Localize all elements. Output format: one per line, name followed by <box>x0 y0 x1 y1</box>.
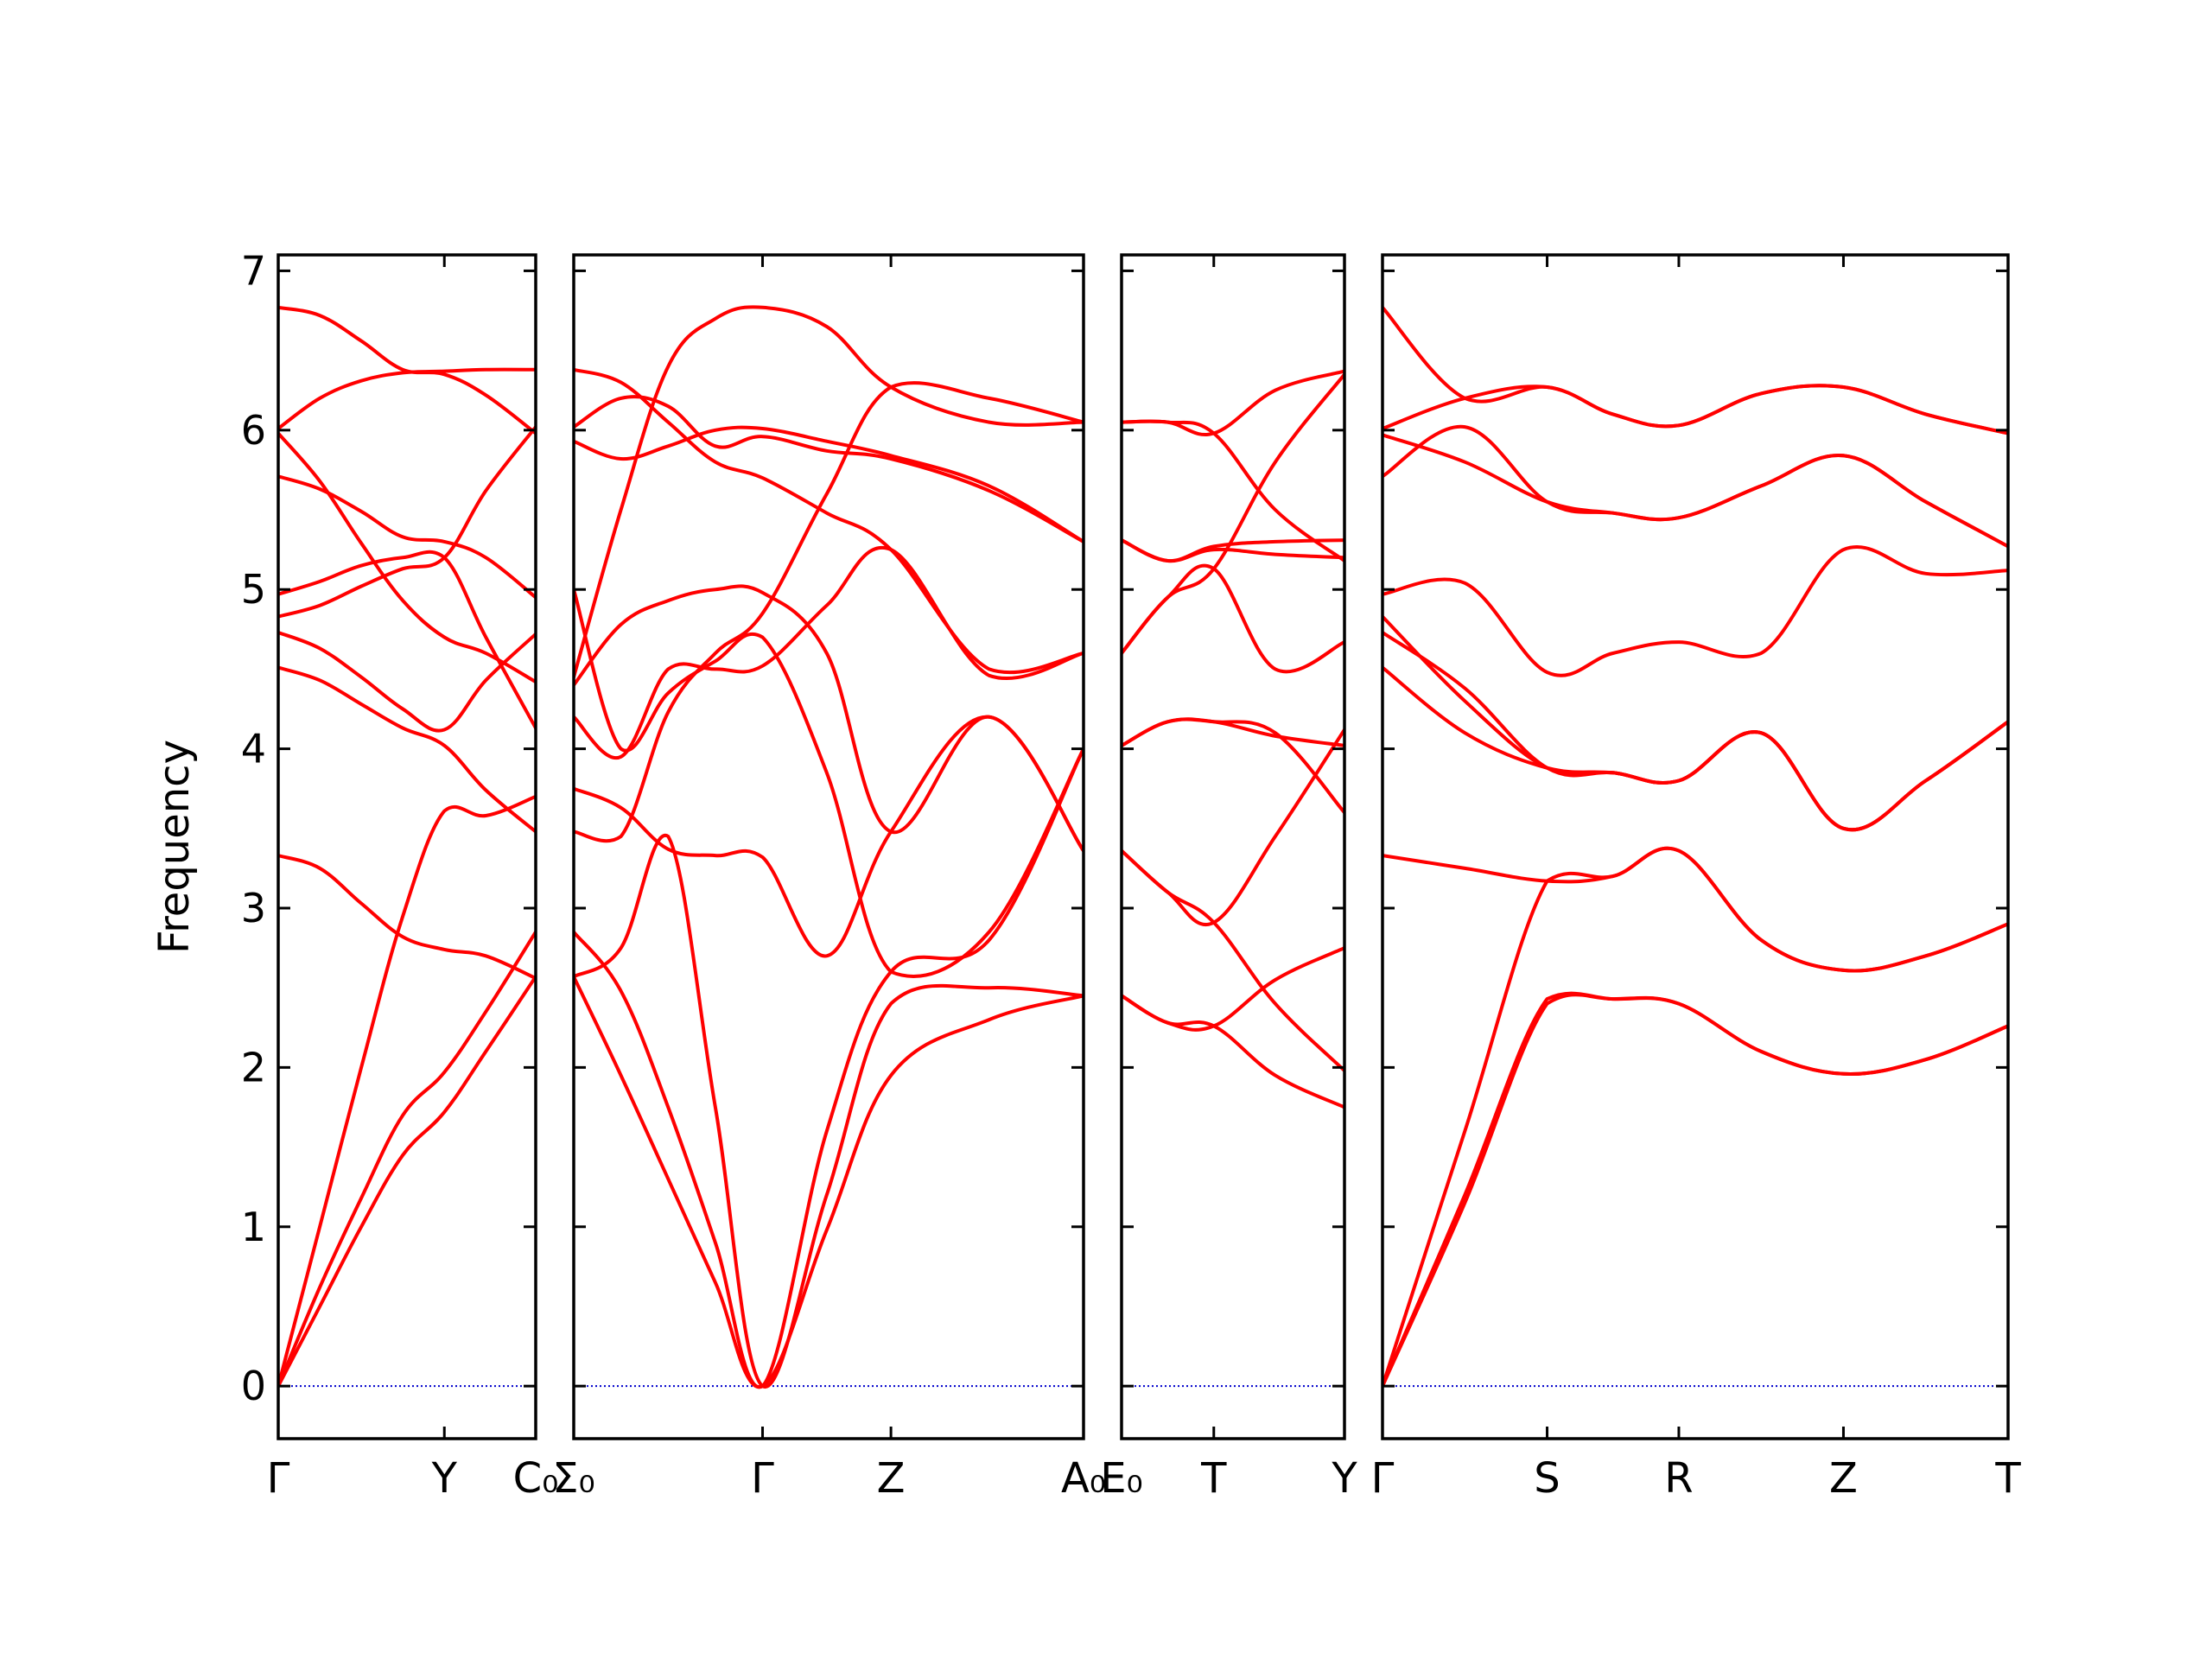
band-line <box>278 930 536 1389</box>
band-panel-3: E₀ T Y <box>1100 253 1357 1503</box>
band-line <box>1382 993 2008 1389</box>
x-tick-label: Γ <box>1371 1454 1395 1503</box>
band-line <box>574 545 1084 760</box>
band-line <box>1382 631 2008 832</box>
panel-frame <box>1381 253 2010 1440</box>
band-line <box>1122 994 1344 1109</box>
band-line <box>1382 305 2008 435</box>
x-tick-label: Γ <box>267 1454 290 1503</box>
band-line <box>278 631 536 733</box>
x-tick-label: Y <box>1331 1454 1357 1503</box>
y-tick-label: 4 <box>241 726 266 772</box>
band-line <box>1382 846 2008 1389</box>
band-line <box>1382 846 2008 973</box>
band-line <box>1122 849 1344 1073</box>
band-line <box>278 794 536 1389</box>
band-line <box>574 715 1084 958</box>
x-tick-label: A₀ <box>1061 1454 1106 1503</box>
band-line <box>574 381 1084 843</box>
bands-group <box>574 305 1084 1389</box>
band-line <box>1382 991 2008 1389</box>
band-line <box>574 747 1084 1389</box>
panel-frame <box>572 253 1085 1440</box>
y-tick-label: 6 <box>241 407 266 454</box>
band-line <box>1122 538 1344 563</box>
band-panel-1: Γ Y C₀ <box>267 253 559 1503</box>
band-line <box>574 425 1084 543</box>
band-line <box>1382 665 2008 832</box>
band-line <box>574 975 1084 1389</box>
y-tick-label: 3 <box>241 885 266 931</box>
y-tick-label: 1 <box>241 1204 266 1250</box>
band-line <box>574 395 1084 543</box>
x-tick-label: T <box>1200 1454 1227 1503</box>
band-line <box>278 550 536 730</box>
band-line <box>278 425 536 619</box>
y-tick-label: 0 <box>241 1363 266 1409</box>
panel-frame <box>1120 253 1346 1440</box>
band-line <box>1122 717 1344 815</box>
band-line <box>278 665 536 834</box>
y-tick-label: 5 <box>241 566 266 613</box>
band-line <box>1122 563 1344 674</box>
y-tick-label: 7 <box>241 247 266 294</box>
x-tick-label: R <box>1664 1454 1693 1503</box>
x-tick-label: T <box>1994 1454 2021 1503</box>
x-tick-label: S <box>1534 1454 1560 1503</box>
band-line <box>1122 369 1344 436</box>
band-line <box>1122 728 1344 926</box>
band-panel-2: Σ₀ Γ Z A₀ <box>552 253 1106 1503</box>
band-line <box>574 588 1084 978</box>
band-line <box>278 975 536 1389</box>
band-line <box>278 431 536 684</box>
x-tick-label: Σ₀ <box>552 1454 595 1503</box>
x-tick-label: Z <box>1829 1454 1858 1503</box>
x-tick-label: Γ <box>751 1454 774 1503</box>
x-tick-label: Y <box>431 1454 458 1503</box>
y-axis-label: Frequency <box>150 740 199 954</box>
band-line <box>574 833 1084 1389</box>
band-line <box>278 474 536 600</box>
x-tick-label: C₀ <box>513 1454 559 1503</box>
band-line <box>1122 419 1344 563</box>
band-line <box>574 305 1084 679</box>
x-tick-label: E₀ <box>1100 1454 1143 1503</box>
band-line <box>1382 433 2008 549</box>
band-line <box>1382 384 2008 435</box>
bands-group <box>278 305 536 1389</box>
band-line <box>1382 614 2008 832</box>
band-line <box>1382 545 2008 677</box>
band-line <box>278 305 536 435</box>
panel-frame <box>276 253 537 1440</box>
band-line <box>278 854 536 981</box>
bands-group <box>1122 369 1344 1109</box>
band-line <box>1382 424 2008 549</box>
x-tick-label: Z <box>877 1454 906 1503</box>
band-line <box>278 367 536 430</box>
y-tick-label: 2 <box>241 1044 266 1090</box>
band-line <box>574 367 1084 675</box>
bands-group <box>1382 305 2008 1389</box>
